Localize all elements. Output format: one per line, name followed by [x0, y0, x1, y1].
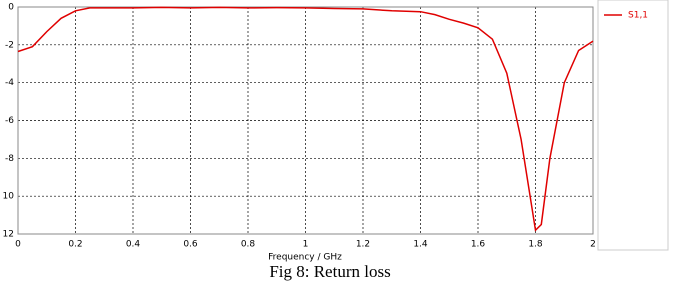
y-tick-label: -8	[5, 154, 14, 164]
x-tick-label: 1.4	[413, 240, 428, 250]
x-tick-label: 1.6	[471, 240, 486, 250]
y-tick-label: -2	[5, 40, 14, 50]
x-tick-label: 0.2	[68, 240, 82, 250]
x-tick-label: 0.6	[183, 240, 198, 250]
y-tick-label: -6	[5, 116, 14, 126]
x-tick-label: 2	[590, 240, 596, 250]
y-tick-label: 12	[3, 230, 14, 240]
caption: Fig 8: Return loss	[269, 262, 390, 281]
x-tick-label: 1	[303, 240, 309, 250]
y-tick-label: 10	[3, 192, 15, 202]
x-tick-label: 0	[15, 240, 21, 250]
y-tick-label: -4	[5, 78, 14, 88]
y-tick-label: 0	[8, 3, 14, 13]
x-tick-label: 1.2	[356, 240, 370, 250]
data-line	[17, 6, 594, 232]
x-tick-label: 0.8	[241, 240, 256, 250]
legend-box	[597, 0, 669, 251]
x-tick-label: 0.4	[126, 240, 141, 250]
x-axis-title: Frequency / GHz	[268, 253, 342, 263]
plot-frame	[17, 6, 594, 235]
legend-label: S1,1	[628, 11, 648, 21]
x-tick-label: 1.8	[528, 240, 543, 250]
